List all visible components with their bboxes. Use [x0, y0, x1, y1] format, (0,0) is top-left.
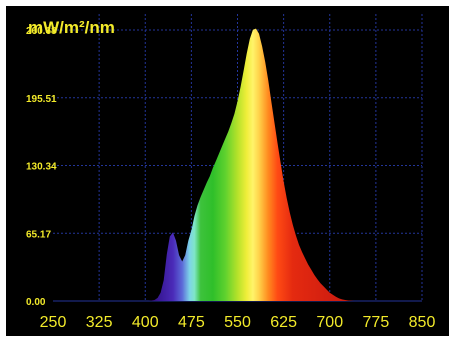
x-tick-label: 700 [316, 314, 343, 331]
x-tick-label: 325 [86, 314, 113, 331]
y-tick-label: 195.51 [26, 94, 57, 105]
y-axis-ticks: 0.00 65.17 130.34 195.51 260.68 [26, 26, 57, 308]
y-tick-label: 260.68 [26, 26, 57, 37]
spectrum-area [145, 28, 392, 301]
x-tick-label: 475 [178, 314, 205, 331]
x-tick-label: 850 [409, 314, 436, 331]
y-tick-label: 130.34 [26, 162, 57, 173]
spectrum-chart: 0.00 65.17 130.34 195.51 260.68 250 325 400 475… [26, 14, 436, 331]
x-axis-ticks: 250 325 400 475 550 625 700 775 850 [40, 314, 436, 331]
x-tick-label: 625 [270, 314, 297, 331]
y-axis-label: mW/m²/nm [28, 18, 115, 37]
x-tick-label: 550 [224, 314, 251, 331]
x-tick-label: 400 [132, 314, 159, 331]
chart-screen: 0.00 65.17 130.34 195.51 260.68 250 325 400 475… [6, 6, 449, 336]
y-tick-label: 65.17 [26, 229, 51, 240]
x-tick-label: 250 [40, 314, 67, 331]
spectrum-curve [145, 28, 392, 301]
y-tick-label: 0.00 [26, 297, 46, 308]
x-tick-label: 775 [363, 314, 390, 331]
